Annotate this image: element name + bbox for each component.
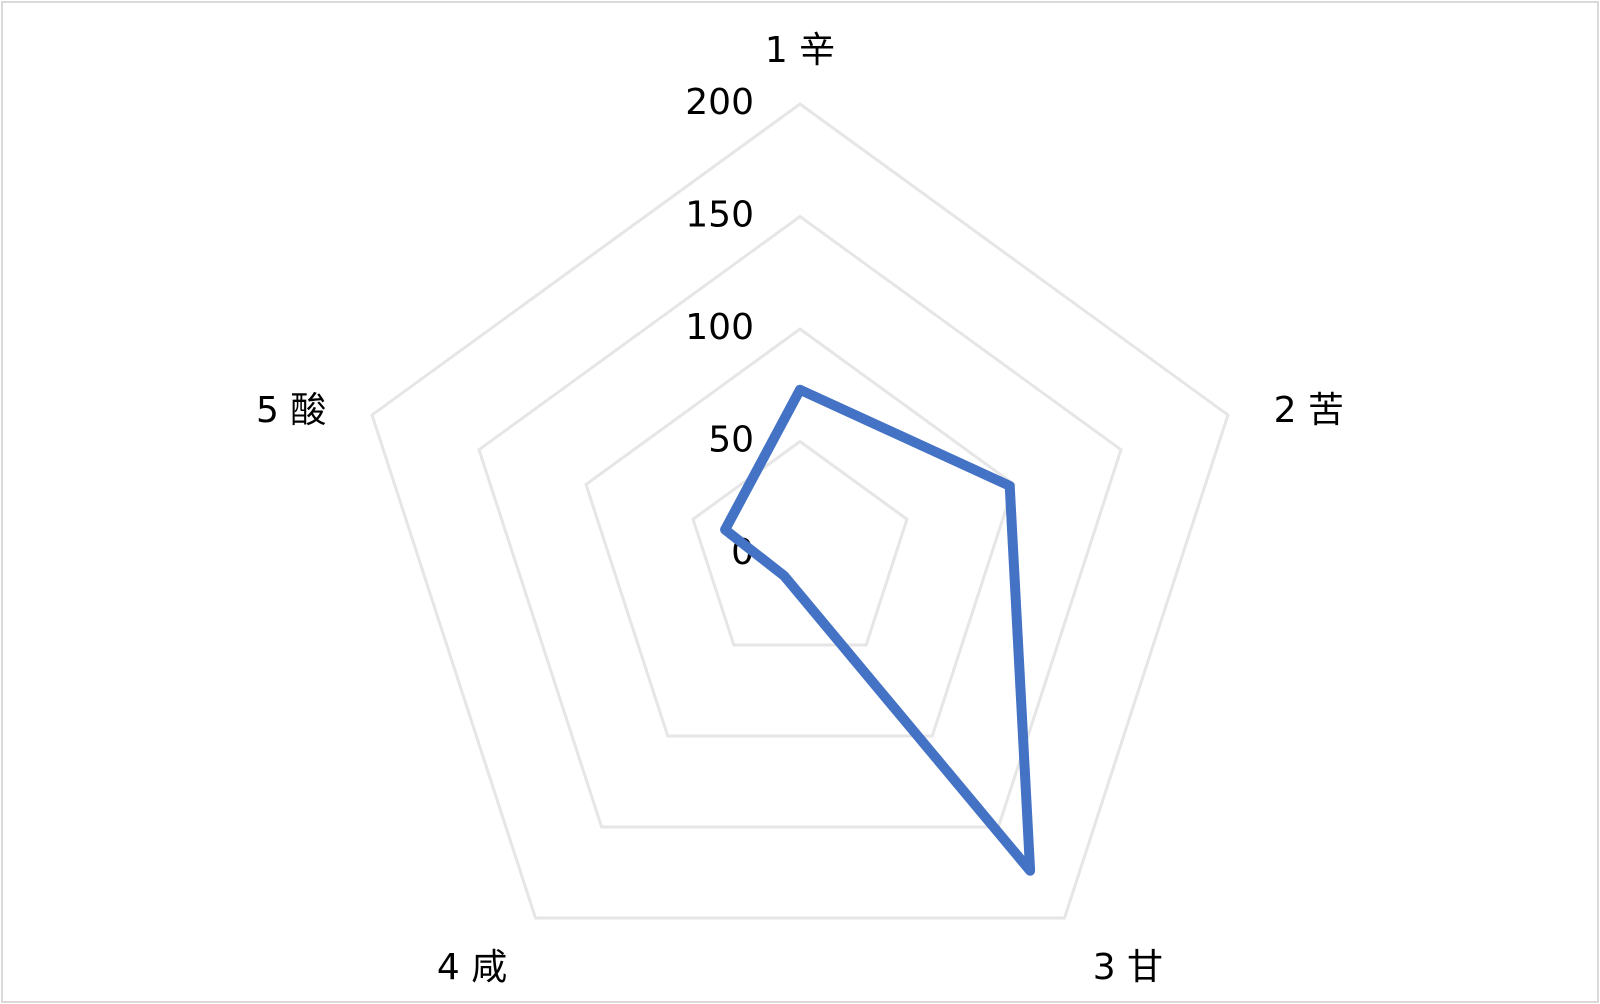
category-label: 3 甘 bbox=[1093, 947, 1163, 988]
y-tick-label: 50 bbox=[708, 420, 754, 461]
grid-line bbox=[370, 102, 1230, 920]
grid-line bbox=[691, 439, 909, 647]
y-tick-label: 100 bbox=[685, 307, 754, 348]
grid-line bbox=[584, 327, 1016, 738]
y-tick-label: 200 bbox=[685, 82, 754, 123]
grid-line bbox=[477, 214, 1123, 829]
category-label: 5 酸 bbox=[256, 390, 326, 431]
category-label: 4 咸 bbox=[437, 947, 507, 988]
category-label: 2 苦 bbox=[1274, 390, 1344, 431]
y-tick-label: 150 bbox=[685, 195, 754, 236]
series-line bbox=[720, 384, 1036, 876]
category-label: 1 辛 bbox=[765, 30, 835, 71]
